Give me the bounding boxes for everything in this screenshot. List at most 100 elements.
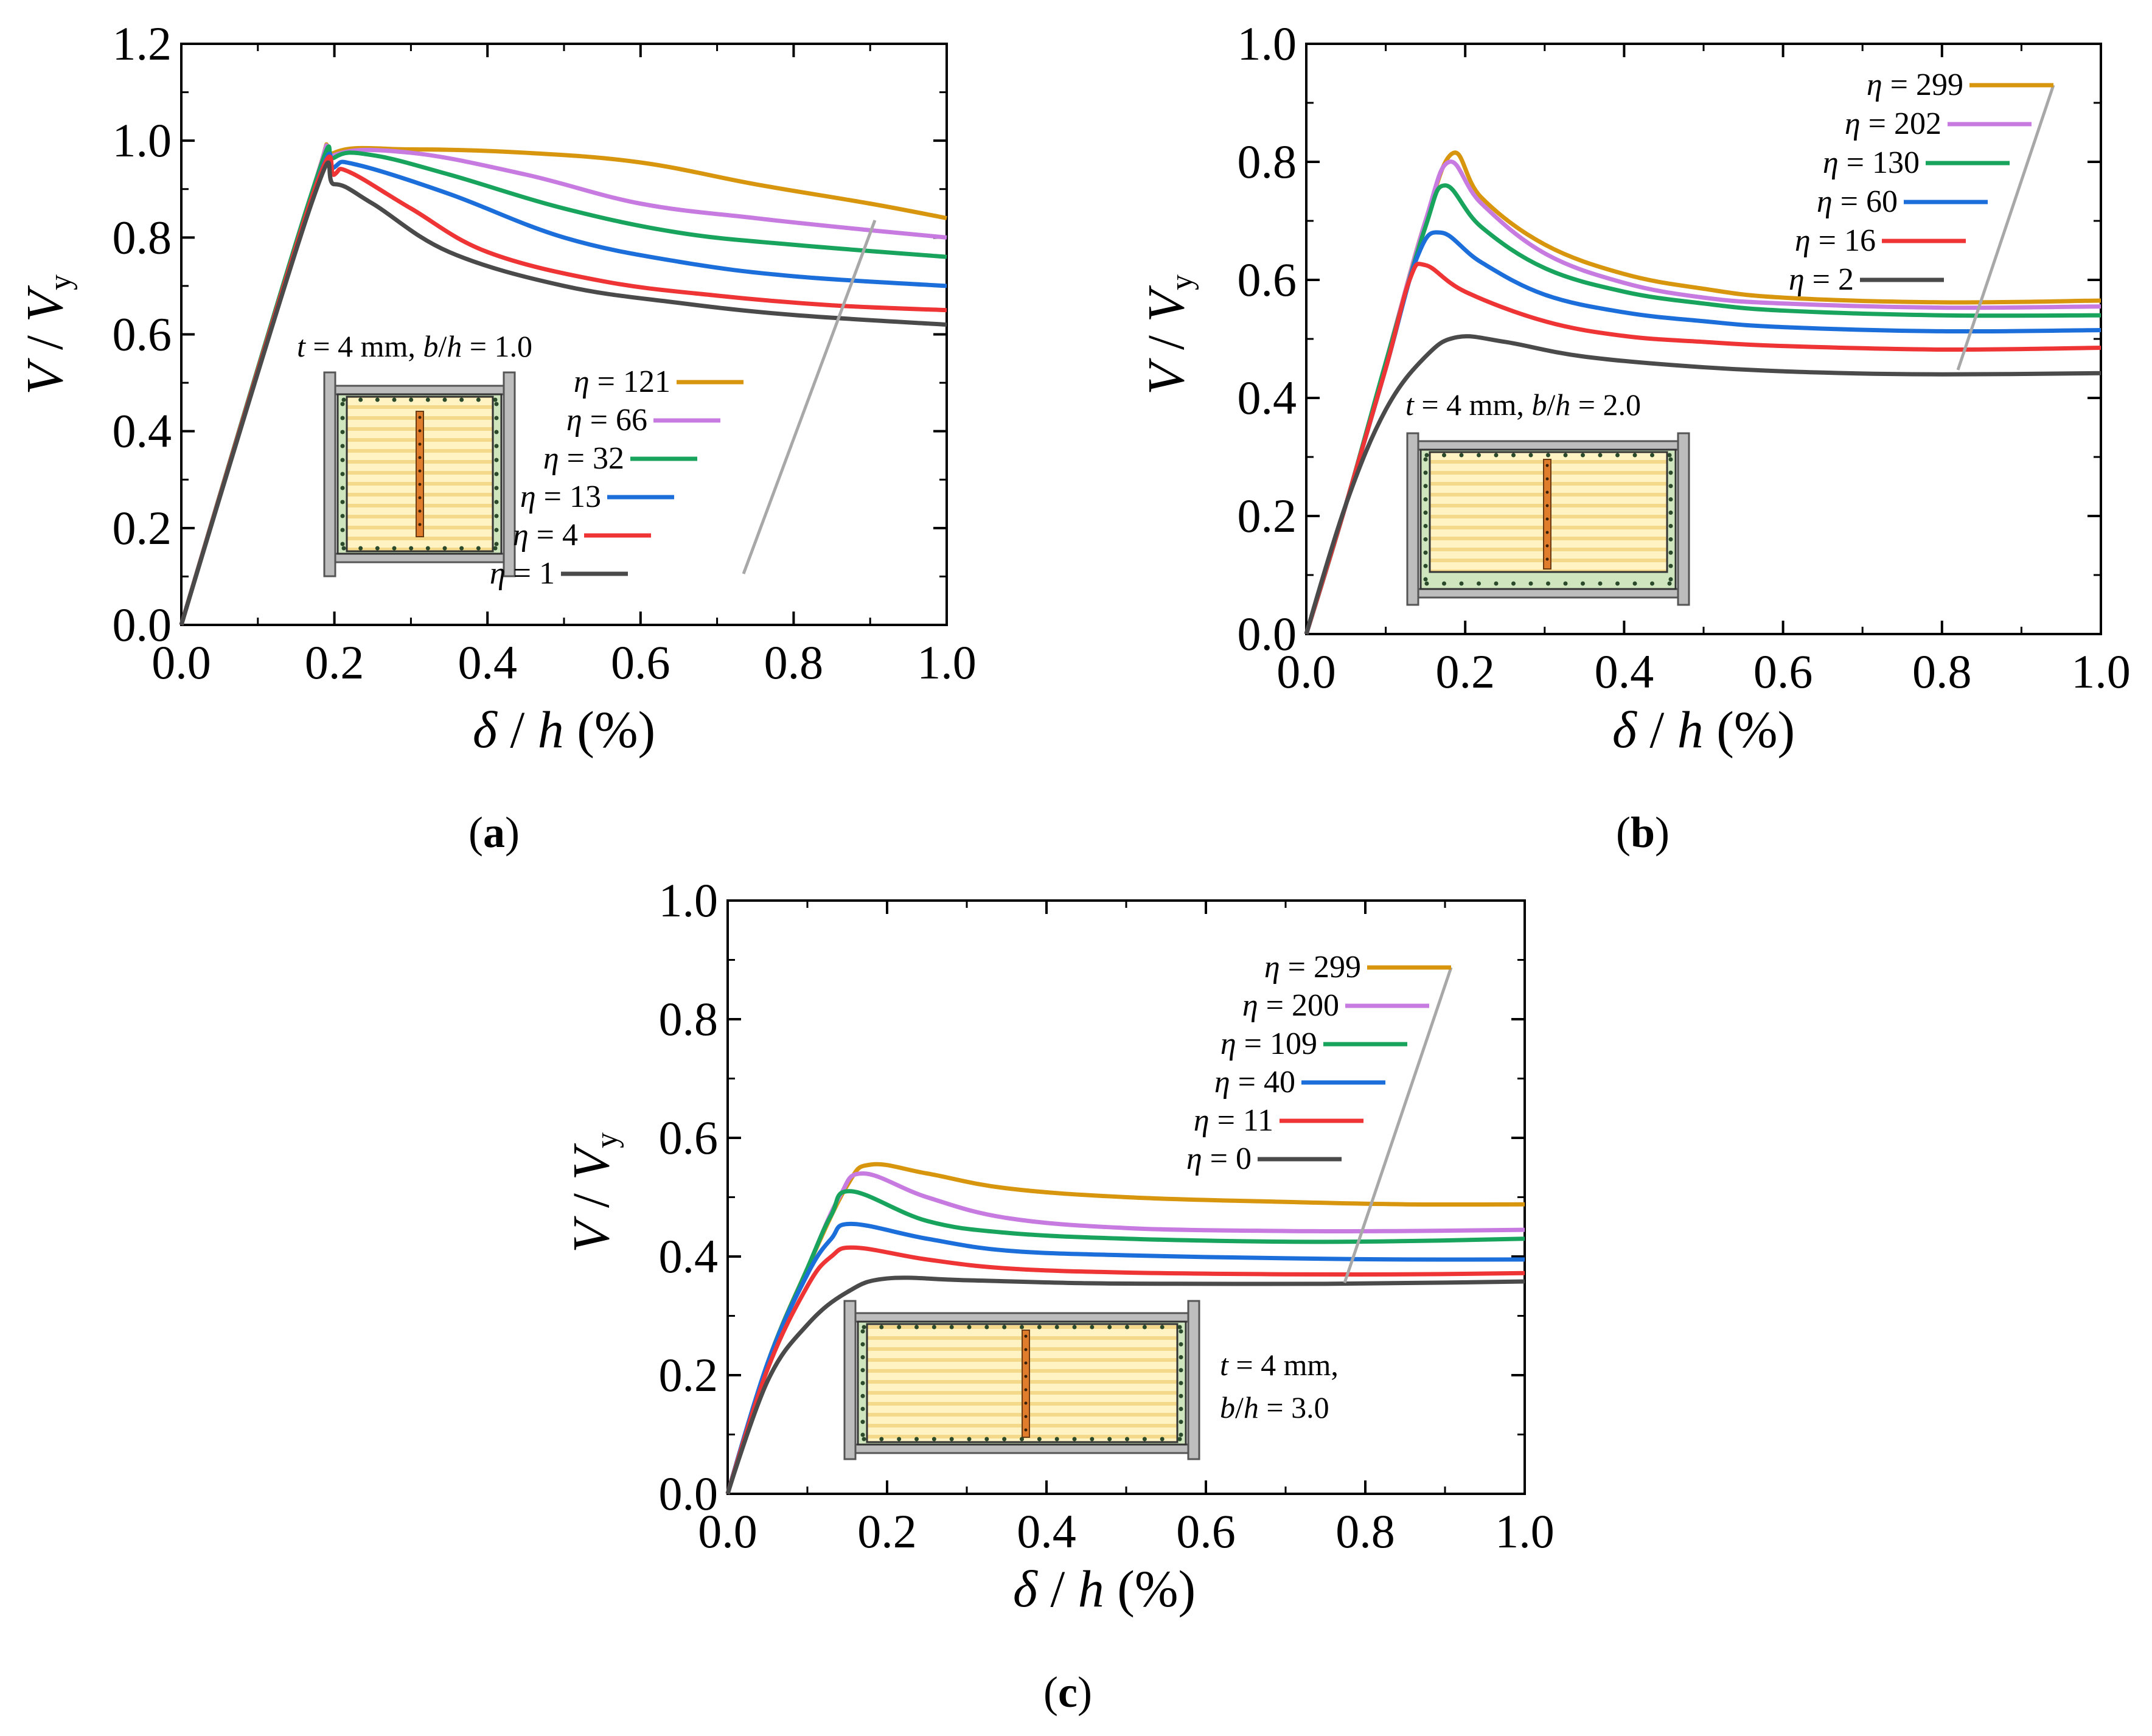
y-tick-label: 0.4 (659, 1230, 719, 1283)
legend-label-4: η = 4 (513, 518, 578, 553)
panel-a: 0.0 0.2 0.4 0.6 0.8 1.00.00.20.40.60.81.01.2 … (15, 17, 977, 857)
vertical-tie (416, 411, 424, 537)
legend-label-4: η = 11 (1194, 1103, 1273, 1138)
tie-bolt (418, 509, 422, 513)
bolt (1668, 537, 1673, 542)
bolt (897, 1325, 902, 1330)
bolt (494, 402, 499, 406)
beam-bottom (334, 553, 505, 563)
bolt (860, 1342, 865, 1347)
bolt (1424, 453, 1429, 458)
y-tick-label: 0.2 (1238, 489, 1297, 542)
bolt (967, 1437, 972, 1441)
tie-bolt (1545, 557, 1549, 561)
bolt (340, 472, 345, 476)
bolt (1179, 1407, 1183, 1411)
bolt (860, 1432, 865, 1437)
bolt (494, 500, 499, 504)
tie-bolt (1545, 504, 1549, 507)
bolt (1179, 1368, 1183, 1373)
bolt (494, 430, 499, 434)
bolt (1667, 581, 1672, 586)
bolt (341, 397, 346, 402)
bolt (1668, 523, 1673, 528)
bolt (409, 546, 414, 551)
tie-bolt (1024, 1401, 1028, 1405)
bolt (375, 546, 380, 551)
y-tick-label: 0.2 (659, 1348, 719, 1401)
bolt (1563, 453, 1568, 458)
bolt (1668, 511, 1673, 515)
beam-bottom (854, 1443, 1189, 1454)
tie-bolt (418, 429, 422, 433)
legend-label-2: η = 109 (1221, 1027, 1317, 1061)
panel-c: 0.0 0.2 0.4 0.6 0.8 1.0 0.0 0.2 0.4 0.6 0.8 1.0 η =… (562, 874, 1555, 1717)
bolt (494, 486, 499, 490)
bolt (1423, 457, 1428, 462)
tie-bolt (1545, 490, 1549, 494)
tie-bolt (1545, 464, 1549, 467)
bolt (1090, 1325, 1095, 1330)
y-tick-label: 1.0 (659, 874, 719, 927)
legend-label-3: η = 40 (1214, 1065, 1295, 1100)
bolt (1423, 577, 1428, 582)
legend-label-1: η = 66 (566, 403, 647, 437)
bolt (1598, 581, 1603, 586)
panel-b-label: (b) (1616, 808, 1670, 857)
bolt (340, 514, 345, 518)
column-left (843, 1300, 857, 1460)
bolt (1160, 1325, 1165, 1330)
x-tick-label: 0.8 (1335, 1505, 1395, 1558)
bolt (358, 546, 363, 551)
tie-bolt (1545, 531, 1549, 534)
bolt (897, 1437, 902, 1441)
bolt (392, 397, 397, 402)
bolt (494, 458, 499, 462)
bolt (340, 500, 345, 504)
column-left (323, 371, 336, 577)
bolt (358, 397, 363, 402)
bolt (1511, 581, 1516, 586)
bolt (1125, 1437, 1129, 1441)
bolt (442, 397, 447, 402)
x-tick-label: 0.8 (1912, 645, 1972, 698)
bolt (1423, 537, 1428, 542)
bolt (1142, 1437, 1147, 1441)
bolt (1037, 1437, 1042, 1441)
panel-b-inset-diagram (1406, 432, 1690, 606)
bolt (392, 546, 397, 551)
bolt (1125, 1325, 1129, 1330)
bolt (1528, 581, 1533, 586)
panel-b-legend: η = 299 η = 202 η = 130 η = 60 η = 16 η = 2 (1789, 68, 2053, 297)
bolt (1179, 1393, 1183, 1398)
bolt (1650, 453, 1654, 458)
bolt (1632, 581, 1637, 586)
bolt (425, 546, 430, 551)
panel-c-label: (c) (1043, 1668, 1092, 1717)
leader-line (1343, 967, 1453, 1283)
panel-a-series (179, 142, 947, 626)
panel-a-x-axis-title: δ / h (%) (473, 700, 655, 759)
vertical-tie (1022, 1330, 1030, 1438)
bolt (1581, 581, 1585, 586)
legend-label-5: η = 2 (1789, 262, 1854, 297)
bolt (340, 402, 345, 406)
tie-bolt (418, 523, 422, 526)
beam-top (854, 1312, 1189, 1323)
bolt (860, 1407, 865, 1411)
bolt (494, 444, 499, 448)
x-tick-label: 0.4 (458, 636, 517, 689)
bolt (340, 444, 345, 448)
legend-label-2: η = 130 (1823, 145, 1920, 180)
bolt (1423, 563, 1428, 568)
bolt (340, 416, 345, 420)
series-line-4 (1304, 262, 2102, 635)
bolt (1459, 453, 1464, 458)
column-right (503, 371, 516, 577)
panel-c-leader-lines (1343, 967, 1453, 1283)
panel-c-grid-ticks: 0.0 0.2 0.4 0.6 0.8 1.0 0.0 0.2 0.4 0.6 0.8 1.0 (659, 874, 1555, 1558)
x-tick-label: 1.0 (1495, 1505, 1555, 1558)
bolt (1423, 484, 1428, 489)
column-right (1187, 1300, 1200, 1460)
